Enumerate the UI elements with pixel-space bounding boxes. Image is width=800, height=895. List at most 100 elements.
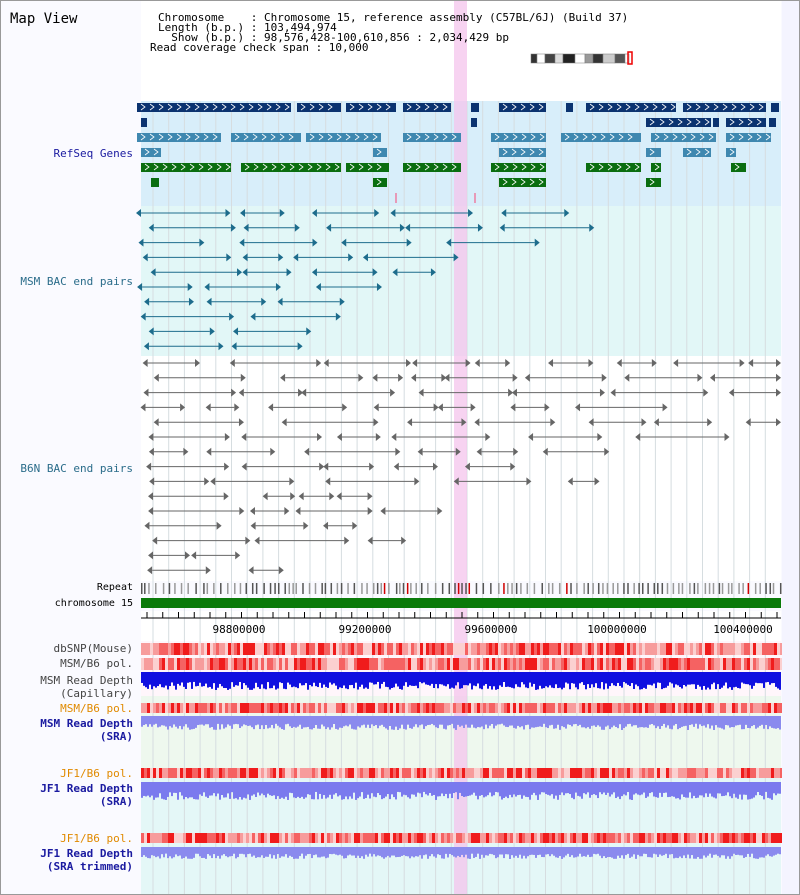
msm-b6-pol-heat bbox=[189, 658, 192, 670]
msm-b6-pol-2-heat bbox=[702, 703, 705, 713]
jf1-b6-pol-heat bbox=[597, 768, 600, 778]
jf1-trimmed-depth-bar bbox=[273, 847, 275, 856]
msm-b6-pol-heat bbox=[537, 658, 540, 670]
b6n-bac-pair-end bbox=[776, 359, 781, 367]
jf1-sra-depth-bar bbox=[339, 782, 341, 796]
msm-capillary-depth-bar bbox=[157, 672, 159, 687]
msm-capillary-depth-bar bbox=[693, 672, 695, 685]
jf1-trimmed-depth-bar bbox=[483, 847, 485, 858]
msm-b6-pol-2-heat bbox=[267, 703, 270, 713]
msm-sra-depth-bar bbox=[259, 716, 261, 730]
jf1-b6-pol-2-heat bbox=[153, 833, 156, 843]
msm-bac-pair-end bbox=[392, 268, 398, 277]
jf1-sra-depth-bar bbox=[771, 782, 773, 800]
msm-b6-pol-heat bbox=[393, 658, 396, 670]
msm-capillary-depth-bar bbox=[229, 672, 231, 689]
repeat-mark bbox=[180, 583, 183, 594]
msm-b6-pol-2-heat bbox=[216, 703, 219, 713]
refseq-strand-arrow bbox=[625, 103, 631, 111]
jf1-b6-pol-2-heat bbox=[339, 833, 342, 843]
jf1-b6-pol-heat bbox=[540, 768, 543, 778]
msm-sra-depth-bar bbox=[747, 716, 749, 728]
jf1-b6-pol-heat bbox=[411, 768, 414, 778]
refseq-strand-arrow bbox=[502, 178, 508, 186]
b6n-bac-pair-end bbox=[245, 536, 251, 545]
msm-b6-pol-heat bbox=[681, 658, 684, 670]
msm-capillary-depth-bar bbox=[503, 672, 505, 683]
msm-b6-pol-2-heat bbox=[408, 703, 411, 713]
jf1-b6-pol-2-heat bbox=[264, 833, 267, 843]
jf1-b6-pol-2-heat bbox=[345, 833, 348, 843]
b6n-bac-pair-end bbox=[289, 477, 295, 486]
jf1-b6-pol-2-heat bbox=[771, 833, 774, 843]
refseq-strand-arrow bbox=[573, 133, 579, 141]
dbsnp-heat bbox=[324, 643, 327, 655]
msm-capillary-depth-bar bbox=[351, 672, 353, 685]
dbsnp-heat bbox=[357, 643, 360, 655]
msm-capillary-depth-bar bbox=[529, 672, 531, 683]
msm-b6-pol-heat bbox=[204, 658, 207, 670]
msm-sra-depth-bar bbox=[663, 716, 665, 724]
jf1-trimmed-depth-bar bbox=[337, 847, 339, 856]
msm-b6-pol-heat bbox=[384, 658, 387, 670]
msm-capillary-depth-bar bbox=[285, 672, 287, 690]
msm-b6-pol-2-heat bbox=[606, 703, 609, 713]
jf1-b6-pol-heat bbox=[357, 768, 360, 778]
msm-b6-pol-heat bbox=[372, 658, 375, 670]
msm-sra-depth-bar bbox=[559, 716, 561, 730]
jf1-sra-depth-bar bbox=[165, 782, 167, 800]
msm-capillary-depth-bar bbox=[373, 672, 375, 685]
msm-capillary-depth-bar bbox=[719, 672, 721, 690]
msm-capillary-depth-bar bbox=[723, 672, 725, 686]
jf1-b6-pol-2-heat bbox=[687, 833, 690, 843]
jf1-trimmed-depth-bar bbox=[653, 847, 655, 854]
msm-capillary-depth-bar bbox=[349, 672, 351, 686]
repeat-mark bbox=[155, 583, 157, 594]
dbsnp-heat bbox=[189, 643, 192, 655]
refseq-strand-arrow bbox=[309, 103, 315, 111]
jf1-trimmed-depth-bar bbox=[391, 847, 393, 856]
track-label-msm-bac-end-pairs[interactable]: MSM BAC end pairs bbox=[20, 275, 133, 288]
msm-b6-pol-heat bbox=[390, 658, 393, 670]
jf1-b6-pol-2-heat bbox=[171, 833, 174, 843]
msm-b6-pol-2-heat bbox=[672, 703, 675, 713]
jf1-sra-depth-bar bbox=[201, 782, 203, 796]
jf1-sra-depth-bar bbox=[403, 782, 405, 795]
msm-sra-depth-bar bbox=[195, 716, 197, 728]
dbsnp-heat bbox=[384, 643, 387, 655]
jf1-sra-depth-bar bbox=[775, 782, 777, 796]
msm-b6-pol-2-heat bbox=[621, 703, 624, 713]
jf1-sra-depth-bar bbox=[175, 782, 177, 793]
refseq-gene-block bbox=[769, 118, 776, 127]
jf1-sra-depth-bar bbox=[237, 782, 239, 800]
msm-capillary-depth-bar bbox=[707, 672, 709, 688]
jf1-sra-depth-bar bbox=[709, 782, 711, 794]
msm-capillary-depth-bar bbox=[259, 672, 261, 689]
jf1-b6-pol-2-heat bbox=[615, 833, 618, 843]
jf1-trimmed-depth-bar bbox=[379, 847, 381, 856]
repeat-mark bbox=[347, 583, 349, 594]
dbsnp-heat bbox=[492, 643, 495, 655]
track-label-b6n-bac-end-pairs[interactable]: B6N BAC end pairs bbox=[20, 462, 133, 475]
msm-sra-depth-bar bbox=[665, 716, 667, 728]
jf1-b6-pol-2-heat bbox=[225, 833, 228, 843]
jf1-b6-pol-heat bbox=[642, 768, 645, 778]
jf1-b6-pol-heat bbox=[144, 768, 147, 778]
dbsnp-heat bbox=[501, 643, 504, 655]
dbsnp-heat bbox=[369, 643, 372, 655]
b6n-bac-pair-end bbox=[148, 551, 154, 560]
dbsnp-heat bbox=[474, 643, 477, 655]
jf1-trimmed-depth-bar bbox=[663, 847, 665, 856]
jf1-trimmed-depth-bar bbox=[203, 847, 205, 858]
msm-capillary-depth-bar bbox=[559, 672, 561, 688]
track-label-refseq-genes[interactable]: RefSeq Genes bbox=[53, 147, 133, 160]
jf1-trimmed-depth-bar bbox=[427, 847, 429, 859]
msm-capillary-depth-bar bbox=[271, 672, 273, 689]
msm-b6-pol-2-heat bbox=[768, 703, 771, 713]
repeat-mark bbox=[570, 583, 572, 594]
jf1-sra-depth-bar bbox=[581, 782, 583, 799]
refseq-strand-arrow bbox=[734, 163, 740, 171]
jf1-sra-depth-bar bbox=[257, 782, 259, 793]
msm-sra-depth-bar bbox=[385, 716, 387, 729]
